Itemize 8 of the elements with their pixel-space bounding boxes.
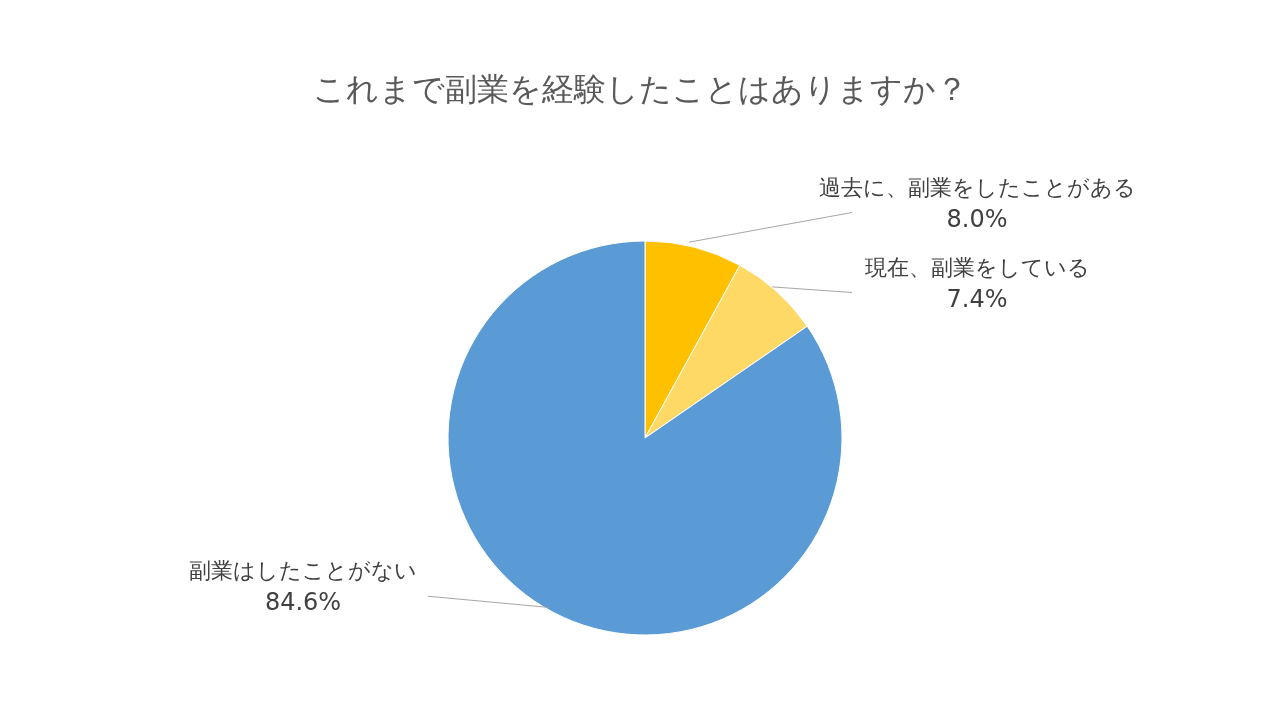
data-label: 8.0% — [946, 204, 1008, 233]
slice-label: 現在、副業をしている — [864, 254, 1090, 280]
pie-slice — [447, 240, 843, 636]
data-label: 7.4% — [946, 284, 1008, 313]
data-label: 84.6% — [264, 588, 342, 617]
slice-label: 副業はしたことがない — [189, 558, 417, 584]
slice-label: 過去に、副業をしたことがある — [818, 174, 1136, 200]
chart-title: これまで副業を経験したことはありますか？ — [311, 69, 969, 110]
